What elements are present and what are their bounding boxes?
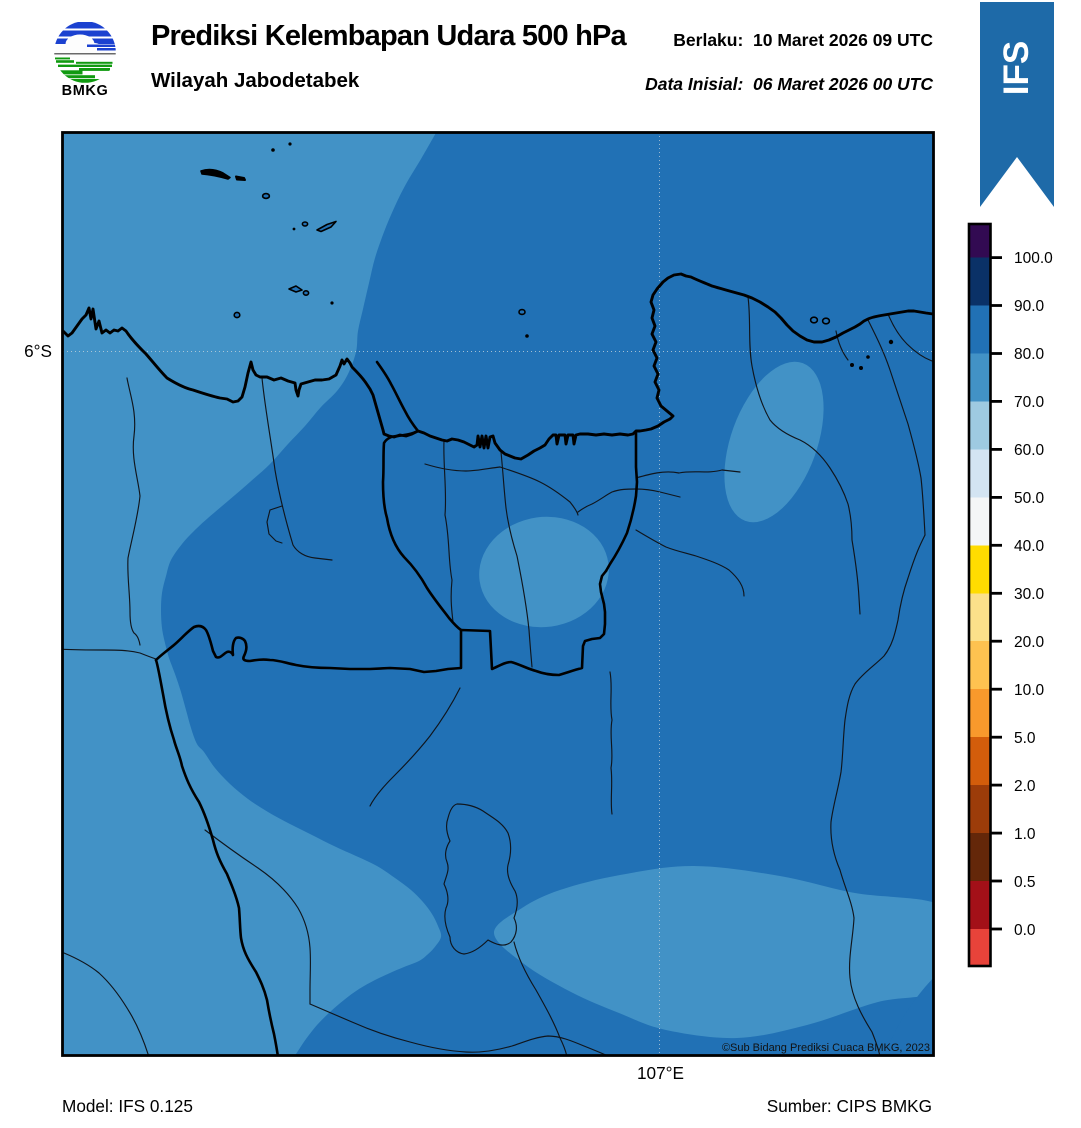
svg-text:1.0: 1.0 [1014,826,1036,843]
svg-text:50.0: 50.0 [1014,490,1045,507]
svg-text:70.0: 70.0 [1014,394,1045,411]
svg-text:40.0: 40.0 [1014,538,1045,555]
svg-text:60.0: 60.0 [1014,442,1045,459]
svg-text:0.0: 0.0 [1014,922,1036,939]
svg-text:BMKG: BMKG [62,83,109,99]
svg-text:5.0: 5.0 [1014,730,1036,747]
svg-text:30.0: 30.0 [1014,586,1045,603]
svg-text:90.0: 90.0 [1014,298,1045,315]
svg-text:20.0: 20.0 [1014,634,1045,651]
svg-text:©Sub Bidang Prediksi Cuaca BMK: ©Sub Bidang Prediksi Cuaca BMKG, 2023 [722,1042,930,1054]
svg-text:0.5: 0.5 [1014,874,1036,891]
svg-text:10.0: 10.0 [1014,682,1045,699]
svg-text:2.0: 2.0 [1014,778,1036,795]
svg-text:100.0: 100.0 [1014,250,1053,267]
svg-text:IFS: IFS [997,41,1036,95]
svg-text:80.0: 80.0 [1014,346,1045,363]
